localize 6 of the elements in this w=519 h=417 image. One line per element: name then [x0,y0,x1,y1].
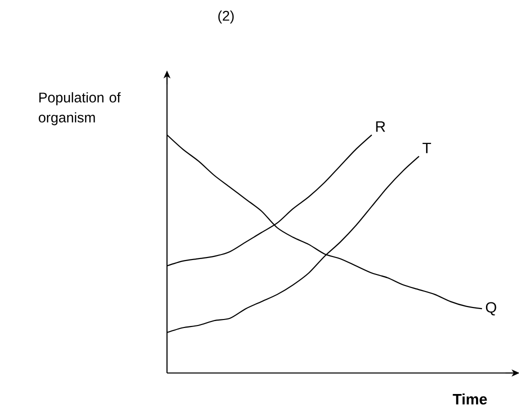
series-label: R [376,121,386,132]
x-axis-title: Time [452,393,487,404]
series-label: T [422,142,432,154]
y-axis-title: Population of organism [38,92,121,126]
chart-title: (2) [218,10,234,24]
series-label: Q [486,302,496,316]
